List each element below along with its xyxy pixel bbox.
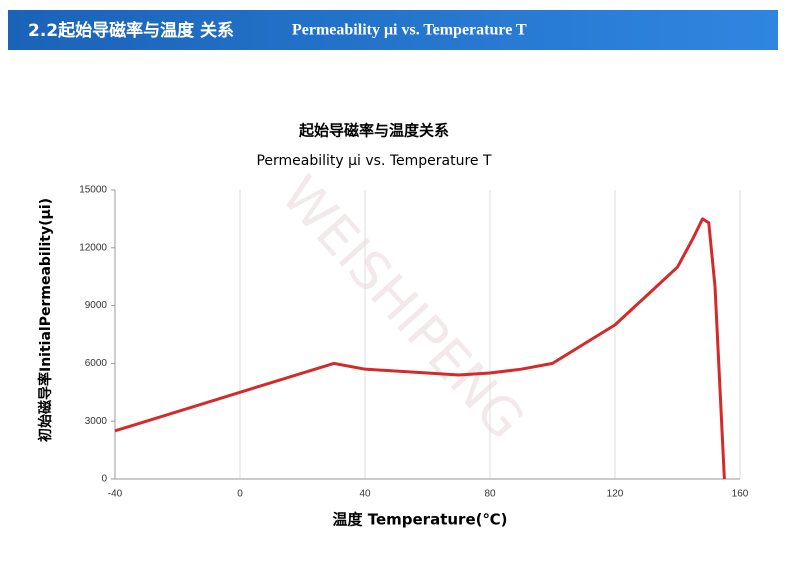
y-tick-label: 3000 [85, 416, 108, 427]
y-tick-label: 12000 [79, 242, 107, 253]
y-tick-label: 9000 [85, 300, 108, 311]
x-tick-label: 0 [237, 489, 243, 500]
x-tick-label: 120 [607, 489, 624, 500]
x-axis-label: 温度 Temperature(℃) [333, 511, 508, 529]
y-tick-label: 15000 [79, 185, 107, 196]
watermark: WEISHIPENG [269, 165, 535, 451]
x-tick-label: 160 [732, 489, 749, 500]
header-bar [8, 10, 778, 50]
header-subtitle: Permeability μi vs. Temperature T [292, 22, 527, 39]
y-axis-label: 初始磁导率InitialPermeability(μi) [37, 198, 54, 442]
chart-subtitle: Permeability μi vs. Temperature T [256, 153, 492, 169]
x-tick-label: 80 [484, 489, 496, 500]
data-line [114, 217, 726, 480]
x-tick-label: -40 [108, 489, 123, 500]
y-tick-label: 6000 [85, 358, 108, 369]
x-tick-label: 40 [359, 489, 371, 500]
y-tick-label: 0 [101, 474, 107, 485]
chart-title: 起始导磁率与温度关系 [298, 122, 449, 140]
header-title: 2.2起始导磁率与温度 关系 [28, 20, 234, 41]
